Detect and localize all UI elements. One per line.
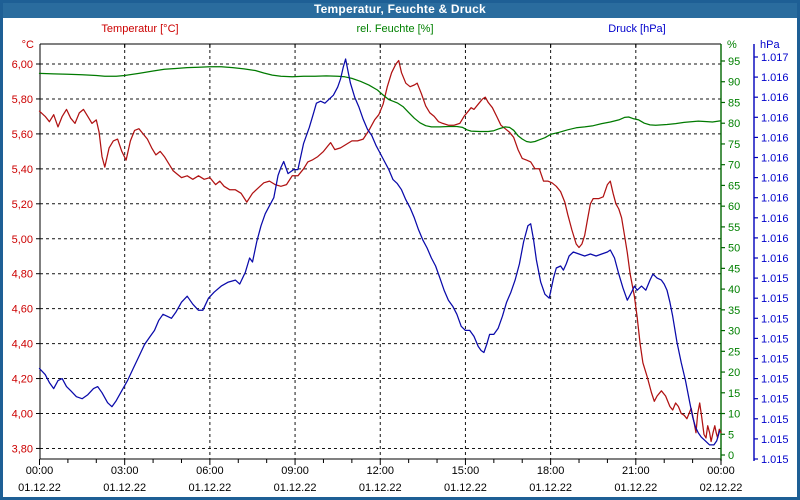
svg-text:1.015: 1.015: [761, 434, 789, 446]
svg-text:03:00: 03:00: [111, 465, 139, 477]
svg-text:25: 25: [728, 346, 740, 358]
svg-text:00:00: 00:00: [26, 465, 54, 477]
svg-text:1.015: 1.015: [761, 273, 789, 285]
svg-text:4,00: 4,00: [12, 409, 33, 421]
svg-text:01.12.22: 01.12.22: [444, 482, 487, 494]
svg-text:12:00: 12:00: [366, 465, 394, 477]
svg-text:01.12.22: 01.12.22: [18, 482, 61, 494]
svg-text:1.015: 1.015: [761, 454, 789, 466]
svg-text:80: 80: [728, 118, 740, 130]
svg-text:1.016: 1.016: [761, 92, 789, 104]
time-axis: 00:00 01.12.22 03:00 01.12.22 06:00 01.12.22 0…: [18, 44, 742, 494]
svg-text:1.016: 1.016: [761, 153, 789, 165]
window-title: Temperatur, Feuchte & Druck: [314, 2, 486, 16]
svg-text:1.015: 1.015: [761, 333, 789, 345]
svg-text:5,40: 5,40: [12, 164, 33, 176]
title-bar[interactable]: Temperatur, Feuchte & Druck: [0, 0, 800, 18]
svg-text:1.016: 1.016: [761, 132, 789, 144]
svg-text:70: 70: [728, 160, 740, 172]
plot-frame: [39, 43, 755, 461]
svg-text:1.016: 1.016: [761, 173, 789, 185]
svg-text:21:00: 21:00: [622, 465, 650, 477]
svg-text:5,60: 5,60: [12, 129, 33, 141]
svg-text:1.016: 1.016: [761, 213, 789, 225]
svg-text:75: 75: [728, 139, 740, 151]
svg-text:4,60: 4,60: [12, 304, 33, 316]
svg-text:1.016: 1.016: [761, 112, 789, 124]
svg-text:1.015: 1.015: [761, 394, 789, 406]
svg-text:5,20: 5,20: [12, 199, 33, 211]
svg-text:01.12.22: 01.12.22: [529, 482, 572, 494]
svg-text:1.016: 1.016: [761, 193, 789, 205]
svg-text:5,00: 5,00: [12, 234, 33, 246]
svg-text:65: 65: [728, 180, 740, 192]
svg-text:01.12.22: 01.12.22: [614, 482, 657, 494]
svg-text:5: 5: [728, 429, 734, 441]
svg-text:6,00: 6,00: [12, 59, 33, 71]
svg-text:1.016: 1.016: [761, 72, 789, 84]
svg-text:90: 90: [728, 77, 740, 89]
svg-text:%: %: [727, 39, 737, 51]
svg-text:40: 40: [728, 284, 740, 296]
svg-text:1.015: 1.015: [761, 293, 789, 305]
pressure-series: [38, 58, 721, 446]
humidity-series: [38, 66, 722, 143]
pressure-axis-title: Druck [hPa]: [608, 23, 666, 35]
svg-text:15:00: 15:00: [452, 465, 480, 477]
temperature-axis-title: Temperatur [°C]: [101, 23, 179, 35]
svg-text:85: 85: [728, 97, 740, 109]
svg-text:4,20: 4,20: [12, 374, 33, 386]
svg-text:1.016: 1.016: [761, 253, 789, 265]
svg-text:1.015: 1.015: [761, 354, 789, 366]
svg-text:0: 0: [728, 450, 734, 462]
humidity-axis-title: rel. Feuchte [%]: [356, 23, 434, 35]
svg-text:hPa: hPa: [760, 39, 780, 51]
svg-text:°C: °C: [22, 39, 34, 51]
svg-text:18:00: 18:00: [537, 465, 565, 477]
svg-text:4,80: 4,80: [12, 269, 33, 281]
svg-text:95: 95: [728, 56, 740, 68]
svg-text:01.12.22: 01.12.22: [188, 482, 231, 494]
svg-text:1.015: 1.015: [761, 374, 789, 386]
svg-text:30: 30: [728, 326, 740, 338]
svg-text:1.015: 1.015: [761, 313, 789, 325]
svg-text:50: 50: [728, 243, 740, 255]
svg-text:09:00: 09:00: [281, 465, 309, 477]
svg-text:00:00: 00:00: [707, 465, 735, 477]
temperature-axis: °C 6,00 5,80 5,60 5,40 5,20 5,00 4,80 4,60 4,40 4,…: [12, 39, 40, 455]
svg-text:06:00: 06:00: [196, 465, 224, 477]
svg-text:15: 15: [728, 388, 740, 400]
svg-text:35: 35: [728, 305, 740, 317]
svg-text:10: 10: [728, 409, 740, 421]
svg-text:02.12.22: 02.12.22: [700, 482, 743, 494]
svg-text:01.12.22: 01.12.22: [103, 482, 146, 494]
svg-text:3,80: 3,80: [12, 443, 33, 455]
svg-text:1.016: 1.016: [761, 233, 789, 245]
vertical-gridlines: [124, 44, 637, 459]
svg-text:1.017: 1.017: [761, 52, 789, 64]
temperature-series: [38, 59, 722, 443]
svg-text:55: 55: [728, 222, 740, 234]
svg-text:45: 45: [728, 263, 740, 275]
svg-text:1.015: 1.015: [761, 414, 789, 426]
svg-text:01.12.22: 01.12.22: [359, 482, 402, 494]
svg-text:20: 20: [728, 367, 740, 379]
svg-text:01.12.22: 01.12.22: [274, 482, 317, 494]
svg-text:60: 60: [728, 201, 740, 213]
svg-text:4,40: 4,40: [12, 339, 33, 351]
svg-text:5,80: 5,80: [12, 94, 33, 106]
